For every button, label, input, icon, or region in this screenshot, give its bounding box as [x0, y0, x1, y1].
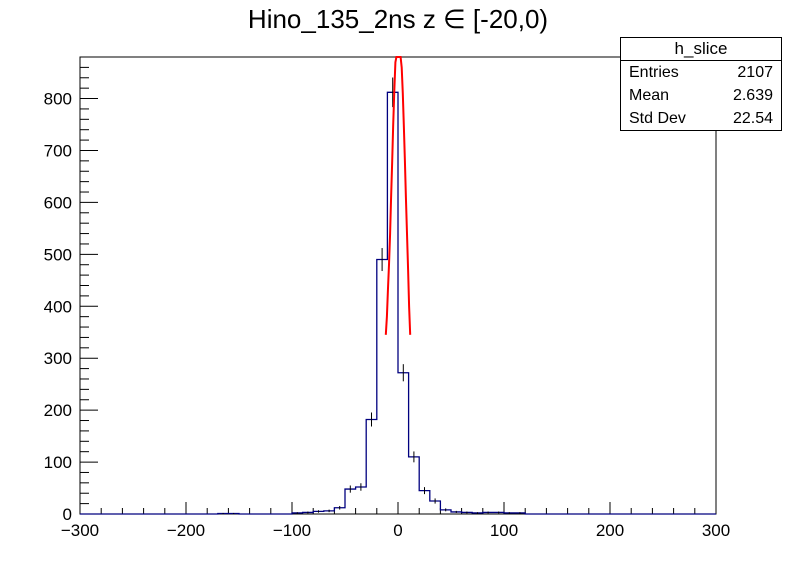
- y-tick-label: 600: [44, 193, 72, 212]
- x-tick-label: −100: [273, 521, 311, 540]
- stats-row-stddev: Std Dev 22.54: [621, 107, 781, 130]
- stats-label: Mean: [629, 87, 670, 104]
- stats-value: 22.54: [732, 110, 773, 127]
- chart-title: Hino_135_2ns z ∈ [-20,0): [247, 4, 549, 34]
- y-tick-label: 300: [44, 349, 72, 368]
- x-tick-label: −300: [61, 521, 99, 540]
- x-tick-label: 100: [490, 521, 518, 540]
- stats-value: 2107: [737, 64, 773, 81]
- y-tick-label: 400: [44, 297, 72, 316]
- stats-row-entries: Entries 2107: [621, 61, 781, 84]
- fit-line: [384, 56, 412, 335]
- stats-value: 2.639: [732, 87, 773, 104]
- x-tick-label: −200: [167, 521, 205, 540]
- x-tick-label: 300: [702, 521, 730, 540]
- stats-row-mean: Mean 2.639: [621, 84, 781, 107]
- y-tick-label: 200: [44, 401, 72, 420]
- x-tick-label: 200: [596, 521, 624, 540]
- histogram-outline: [80, 91, 716, 515]
- x-axis: −300 −200 −100 0 100 200 300: [61, 502, 730, 540]
- stats-label: Std Dev: [629, 110, 686, 127]
- stats-title: h_slice: [621, 38, 781, 61]
- histogram-series: [80, 77, 716, 515]
- y-tick-label: 800: [44, 90, 72, 109]
- fit-curve: [384, 56, 412, 335]
- y-axis: 0 100 200 300 400 500 600 700 800: [44, 66, 98, 524]
- y-tick-label: 700: [44, 141, 72, 160]
- y-tick-label: 0: [63, 505, 72, 524]
- x-tick-label: 0: [393, 521, 402, 540]
- stats-box: h_slice Entries 2107 Mean 2.639 Std Dev …: [620, 37, 782, 131]
- y-tick-label: 100: [44, 453, 72, 472]
- stats-label: Entries: [629, 64, 679, 81]
- y-tick-label: 500: [44, 245, 72, 264]
